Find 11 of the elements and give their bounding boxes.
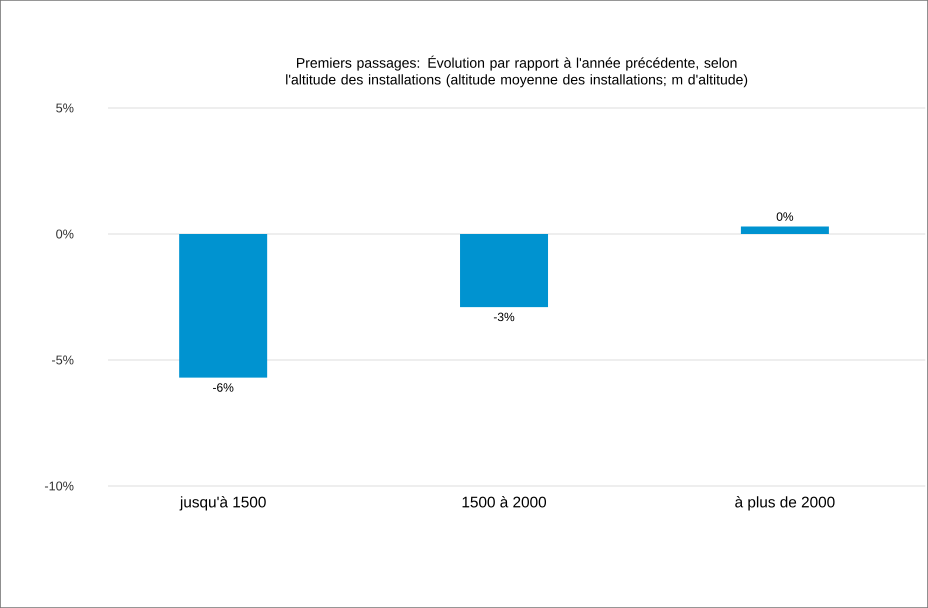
data-label: 0% xyxy=(776,212,794,221)
y-tick-label: 5% xyxy=(56,104,74,112)
x-tick-label: à plus de 2000 xyxy=(735,496,835,511)
chart-title: Premiers passages: Évolution par rapport à l'année précédente, selon l'altitude des installations (altitude moyenne des installations; m d'altitude) xyxy=(286,56,748,88)
data-label: -6% xyxy=(213,383,234,392)
y-tick-label: -5% xyxy=(52,356,74,364)
y-tick-label: 0% xyxy=(56,230,74,238)
x-tick-label: 1500 à 2000 xyxy=(462,496,546,508)
x-tick-label: jusqu'à 1500 xyxy=(180,496,266,511)
y-tick-label: -10% xyxy=(44,482,74,490)
data-label: -3% xyxy=(494,312,514,322)
